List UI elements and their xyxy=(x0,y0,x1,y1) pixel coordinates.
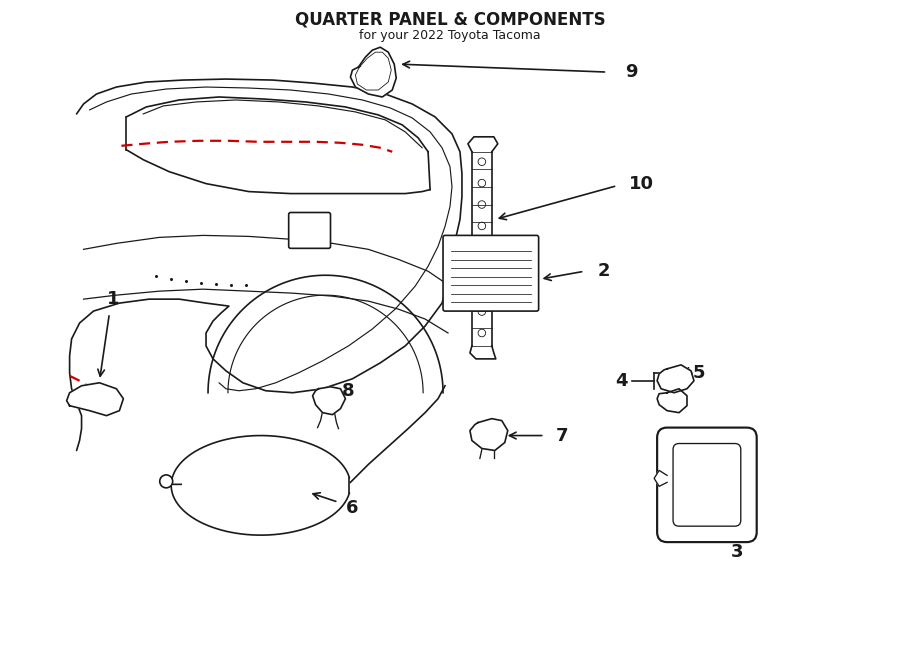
FancyBboxPatch shape xyxy=(673,444,741,526)
Text: 8: 8 xyxy=(342,382,355,400)
Polygon shape xyxy=(470,418,508,451)
Text: QUARTER PANEL & COMPONENTS: QUARTER PANEL & COMPONENTS xyxy=(294,11,606,28)
Text: 6: 6 xyxy=(346,499,359,518)
Text: for your 2022 Toyota Tacoma: for your 2022 Toyota Tacoma xyxy=(359,29,541,42)
FancyBboxPatch shape xyxy=(443,235,538,311)
Polygon shape xyxy=(350,47,396,97)
Text: 3: 3 xyxy=(731,543,743,561)
Text: 1: 1 xyxy=(107,290,120,308)
FancyBboxPatch shape xyxy=(289,212,330,249)
Circle shape xyxy=(159,475,173,488)
Polygon shape xyxy=(67,383,123,416)
Polygon shape xyxy=(654,471,667,486)
Polygon shape xyxy=(657,365,694,393)
Text: 2: 2 xyxy=(598,262,610,280)
Text: 5: 5 xyxy=(693,364,706,382)
Polygon shape xyxy=(312,387,346,414)
Text: 4: 4 xyxy=(615,371,627,390)
Text: 9: 9 xyxy=(625,63,637,81)
FancyBboxPatch shape xyxy=(657,428,757,542)
Polygon shape xyxy=(657,389,687,412)
Text: 10: 10 xyxy=(629,175,653,192)
Text: 7: 7 xyxy=(555,426,568,445)
